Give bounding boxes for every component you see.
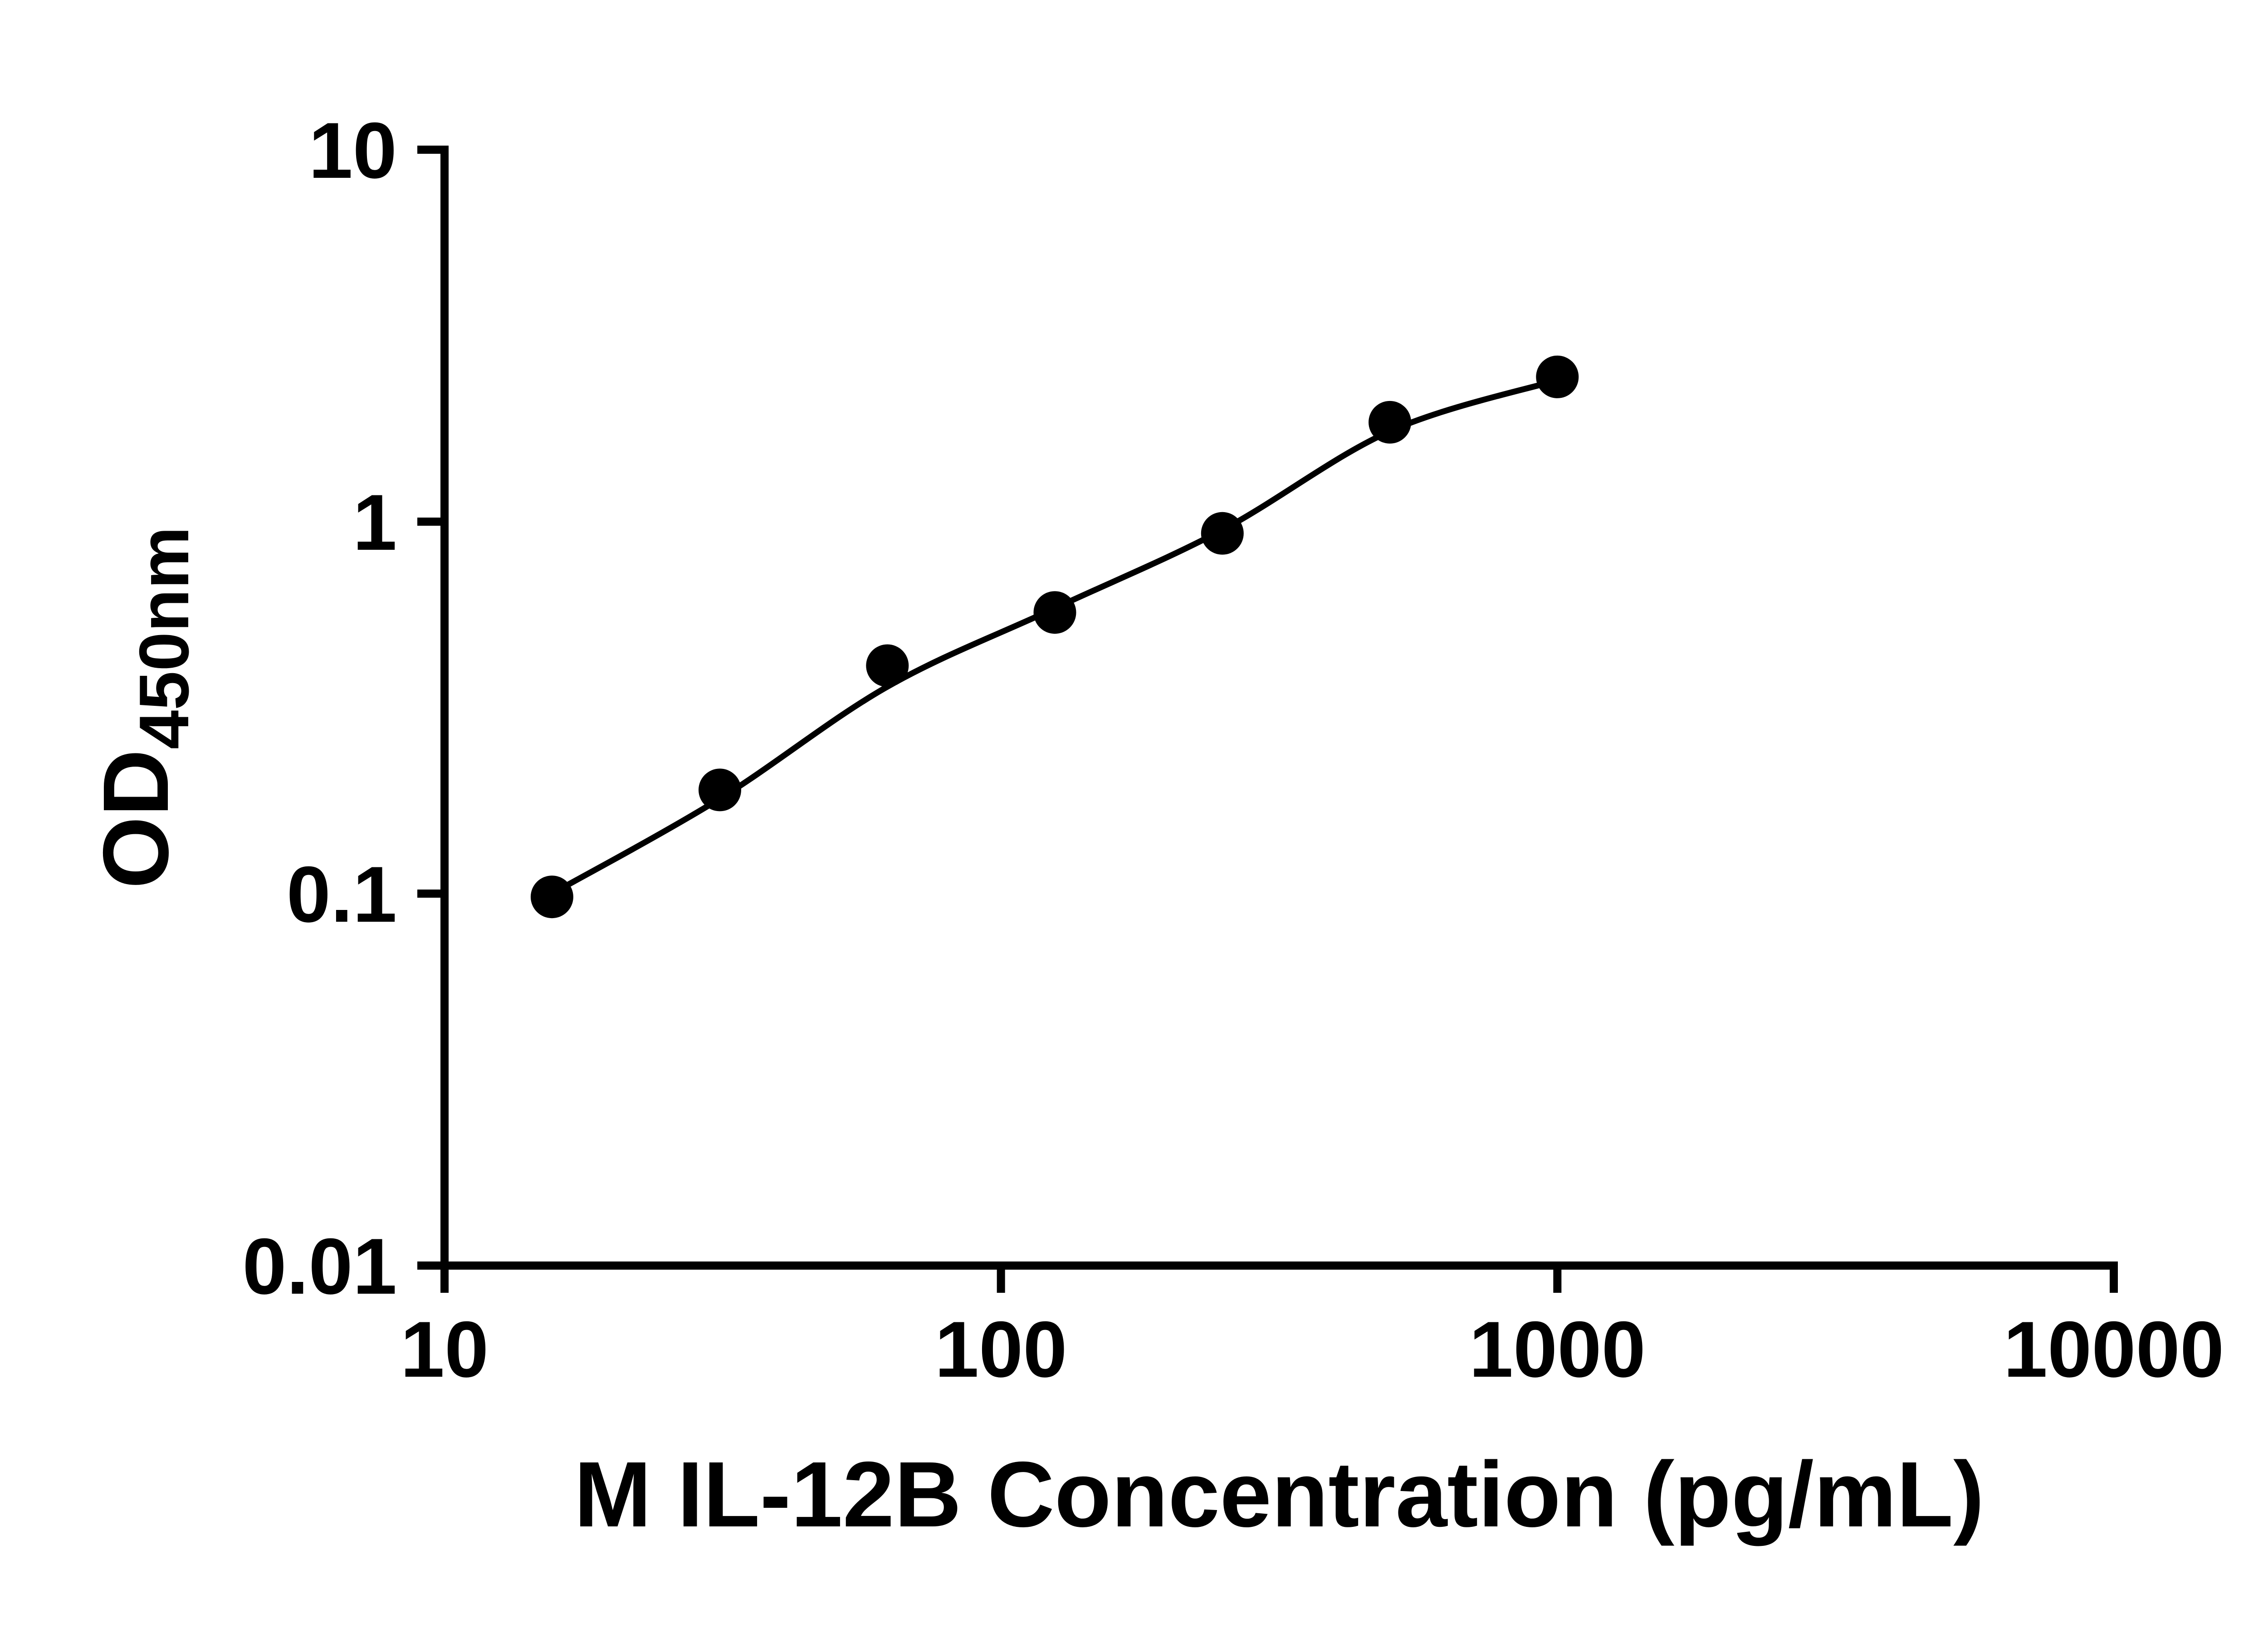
y-tick-label: 0.1 <box>287 851 397 939</box>
data-point <box>1033 591 1076 634</box>
y-tick-label: 10 <box>308 107 397 195</box>
data-point <box>1201 512 1244 555</box>
axes <box>440 146 2118 1270</box>
y-tick-label: 0.01 <box>242 1222 397 1311</box>
x-axis-ticks: 10 100 1000 10000 <box>401 1266 2224 1394</box>
data-points <box>530 355 1579 919</box>
y-axis-ticks: 10 1 0.1 0.01 <box>242 107 445 1311</box>
data-point <box>1369 401 1412 444</box>
y-axis-title: OD450nm <box>84 527 203 889</box>
x-axis-title: M IL-12B Concentration (pg/mL) <box>574 1442 1984 1546</box>
data-point <box>530 875 573 919</box>
data-point <box>1536 355 1579 398</box>
x-tick-label: 1000 <box>1469 1305 1646 1394</box>
data-point <box>866 644 909 687</box>
x-tick-label: 10000 <box>2004 1305 2224 1394</box>
data-point <box>699 768 741 812</box>
x-tick-label: 100 <box>935 1305 1067 1394</box>
x-tick-label: 10 <box>401 1305 489 1394</box>
y-axis-title-subscript: 450nm <box>125 527 203 749</box>
y-tick-label: 1 <box>353 479 397 567</box>
y-axis-title-main: OD <box>84 749 188 889</box>
fit-curve <box>550 377 1559 896</box>
